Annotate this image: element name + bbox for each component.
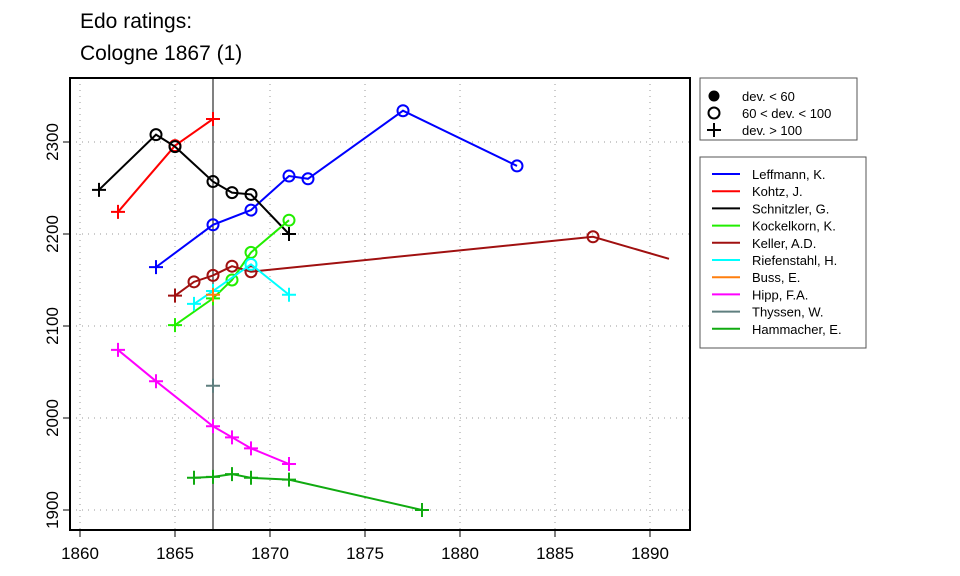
data-point <box>586 230 600 244</box>
data-point <box>168 288 182 303</box>
data-point <box>244 441 258 456</box>
data-point <box>206 112 220 126</box>
x-tick-label: 1880 <box>441 544 479 563</box>
data-point <box>168 140 182 154</box>
legend-marker-label: dev. > 100 <box>742 123 802 138</box>
series-line <box>117 349 290 465</box>
data-point <box>92 182 106 197</box>
legend-label: Hipp, F.A. <box>752 287 808 302</box>
plot-frame <box>69 77 691 531</box>
data-point <box>282 472 296 487</box>
series-legend <box>699 156 867 349</box>
data-point <box>396 104 410 118</box>
y-tick-label: 2200 <box>43 215 62 253</box>
legend-label: Thyssen, W. <box>752 305 824 320</box>
data-point <box>168 318 182 333</box>
series-line <box>193 473 423 511</box>
legend-label: Keller, A.D. <box>752 236 816 251</box>
data-point <box>282 169 296 183</box>
data-point <box>244 187 258 201</box>
legend-marker-label: dev. < 60 <box>742 89 795 104</box>
y-tick-label: 1900 <box>43 491 62 529</box>
data-point <box>206 218 220 232</box>
legend-label: Schnitzler, G. <box>752 201 829 216</box>
data-point <box>225 467 239 482</box>
legend-label: Hammacher, E. <box>752 322 842 337</box>
data-point <box>225 273 239 287</box>
legend-marker-label: 60 < dev. < 100 <box>742 106 831 121</box>
data-point <box>206 469 220 484</box>
data-point <box>282 287 296 302</box>
chart-title-line1: Edo ratings: <box>80 10 193 33</box>
data-point <box>187 470 201 485</box>
series-line <box>174 219 290 326</box>
data-point <box>225 186 239 200</box>
x-tick-label: 1890 <box>631 544 669 563</box>
data-point <box>244 265 258 279</box>
x-tick-label: 1870 <box>251 544 289 563</box>
x-tick-label: 1875 <box>346 544 384 563</box>
legend-label: Kohtz, J. <box>752 184 803 199</box>
y-tick-label: 2000 <box>43 399 62 437</box>
data-point <box>282 227 296 241</box>
x-tick-label: 1885 <box>536 544 574 563</box>
data-point <box>301 172 315 186</box>
data-point <box>510 159 524 173</box>
y-tick-label: 2100 <box>43 307 62 345</box>
data-point <box>149 128 163 142</box>
data-point <box>149 374 163 389</box>
x-tick-label: 1860 <box>61 544 99 563</box>
series-line <box>155 109 518 268</box>
data-point <box>187 296 201 311</box>
legend-marker <box>707 106 721 120</box>
legend-marker <box>708 90 720 102</box>
chart-title-line2: Cologne 1867 (1) <box>80 42 243 65</box>
legend-label: Buss, E. <box>752 270 800 285</box>
marker-legend <box>699 77 858 141</box>
series-line <box>98 133 290 235</box>
data-point <box>111 342 125 357</box>
data-point <box>282 213 296 227</box>
data-point <box>206 378 220 393</box>
series-group <box>92 104 670 517</box>
x-tick-label: 1865 <box>156 544 194 563</box>
legend-marker <box>707 123 721 137</box>
data-point <box>282 457 296 471</box>
legend-label: Leffmann, K. <box>752 167 825 182</box>
data-point <box>415 503 429 517</box>
data-point <box>206 419 220 434</box>
data-point <box>206 268 220 282</box>
data-point <box>244 257 258 271</box>
data-point <box>187 275 201 289</box>
data-point <box>206 175 220 189</box>
y-tick-label: 2300 <box>43 123 62 161</box>
data-point <box>225 430 239 445</box>
legend-label: Kockelkorn, K. <box>752 219 836 234</box>
data-point <box>111 204 125 219</box>
data-point <box>206 287 220 302</box>
data-point <box>244 203 258 217</box>
series-line <box>193 263 290 305</box>
series-line <box>117 118 214 213</box>
legend-label: Riefenstahl, H. <box>752 253 837 268</box>
data-point <box>244 470 258 485</box>
data-point <box>149 260 163 275</box>
data-point <box>225 259 239 273</box>
series-line <box>174 235 670 297</box>
